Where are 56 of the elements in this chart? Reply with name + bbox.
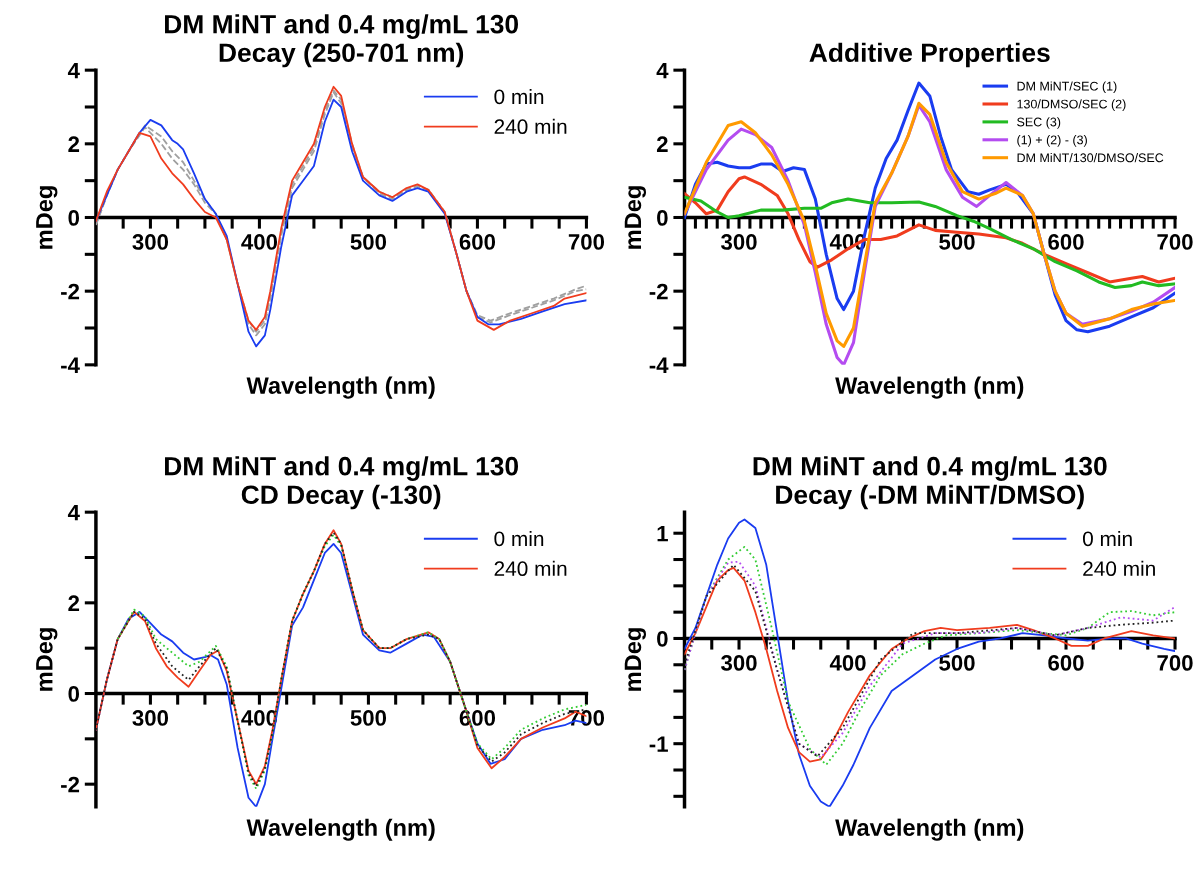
- x-tick-label: 500: [939, 234, 975, 250]
- y-tick-label: -2: [61, 283, 80, 300]
- x-tick-label: 300: [132, 710, 169, 726]
- legend-label: 130/DMSO/SEC (2): [1017, 99, 1126, 111]
- y-axis-title: mDeg: [36, 186, 58, 249]
- legend-label: 0 min: [494, 88, 544, 105]
- y-tick-label: -4: [61, 357, 80, 373]
- x-tick-label: 400: [241, 234, 278, 250]
- x-tick-label: 300: [720, 655, 757, 671]
- legend-label: (1) + (2) - (3): [1017, 135, 1087, 147]
- x-axis-title: Wavelength (nm): [246, 818, 435, 841]
- x-axis-title: Wavelength (nm): [246, 376, 435, 399]
- y-tick-label: -4: [649, 357, 669, 373]
- y-tick-label: 4: [67, 504, 80, 521]
- chart-title: Additive Properties: [809, 42, 1050, 68]
- legend-label: 240 min: [494, 118, 567, 135]
- y-tick-label: 4: [67, 62, 80, 79]
- legend-label: 240 min: [494, 560, 567, 577]
- legend-label: 240 min: [1083, 560, 1155, 577]
- y-axis-title: mDeg: [624, 186, 647, 249]
- chart-title: DM MiNT and 0.4 mg/mL 130 Decay (-DM MiNT/DMSO): [753, 456, 1107, 510]
- y-tick-label: 2: [68, 595, 80, 611]
- x-tick-label: 600: [1048, 234, 1084, 250]
- y-tick-label: 0: [657, 630, 668, 647]
- x-tick-label: 600: [1048, 655, 1084, 671]
- y-tick-label: 0: [657, 210, 668, 226]
- x-tick-label: 500: [939, 655, 975, 671]
- legend-label: 0 min: [1082, 530, 1132, 547]
- x-tick-label: 500: [350, 710, 387, 726]
- y-tick-label: -2: [649, 283, 668, 300]
- x-tick-label: 400: [829, 655, 866, 671]
- y-tick-label: 0: [68, 686, 80, 702]
- x-axis-title: Wavelength (nm): [835, 376, 1024, 399]
- y-axis-title: mDeg: [624, 628, 647, 691]
- x-tick-label: 700: [568, 234, 605, 250]
- x-tick-label: 500: [350, 234, 387, 250]
- y-tick-label: 4: [656, 62, 669, 79]
- chart-title: DM MiNT and 0.4 mg/mL 130 Decay (250-701 nm): [165, 14, 519, 68]
- legend-label: SEC (3): [1017, 117, 1061, 129]
- y-axis-title: mDeg: [36, 628, 58, 691]
- y-tick-label: 2: [656, 136, 668, 152]
- chart-title: DM MiNT and 0.4 mg/mL 130 CD Decay (-130): [165, 456, 519, 510]
- y-tick-label: -2: [61, 776, 80, 793]
- legend-label: DM MiNT/130/DMSO/SEC: [1017, 153, 1164, 163]
- x-tick-label: 600: [459, 234, 496, 250]
- x-tick-label: 700: [1157, 234, 1193, 250]
- x-tick-label: 300: [132, 234, 169, 250]
- x-tick-label: 300: [720, 234, 757, 250]
- y-tick-label: 0: [68, 210, 80, 226]
- x-axis-title: Wavelength (nm): [835, 818, 1024, 841]
- y-tick-label: -1: [649, 736, 668, 752]
- y-tick-label: 1: [657, 525, 668, 542]
- y-tick-label: 2: [68, 136, 80, 152]
- x-tick-label: 700: [1157, 655, 1193, 671]
- legend-label: 0 min: [494, 530, 544, 547]
- legend-label: DM MiNT/SEC (1): [1017, 81, 1117, 94]
